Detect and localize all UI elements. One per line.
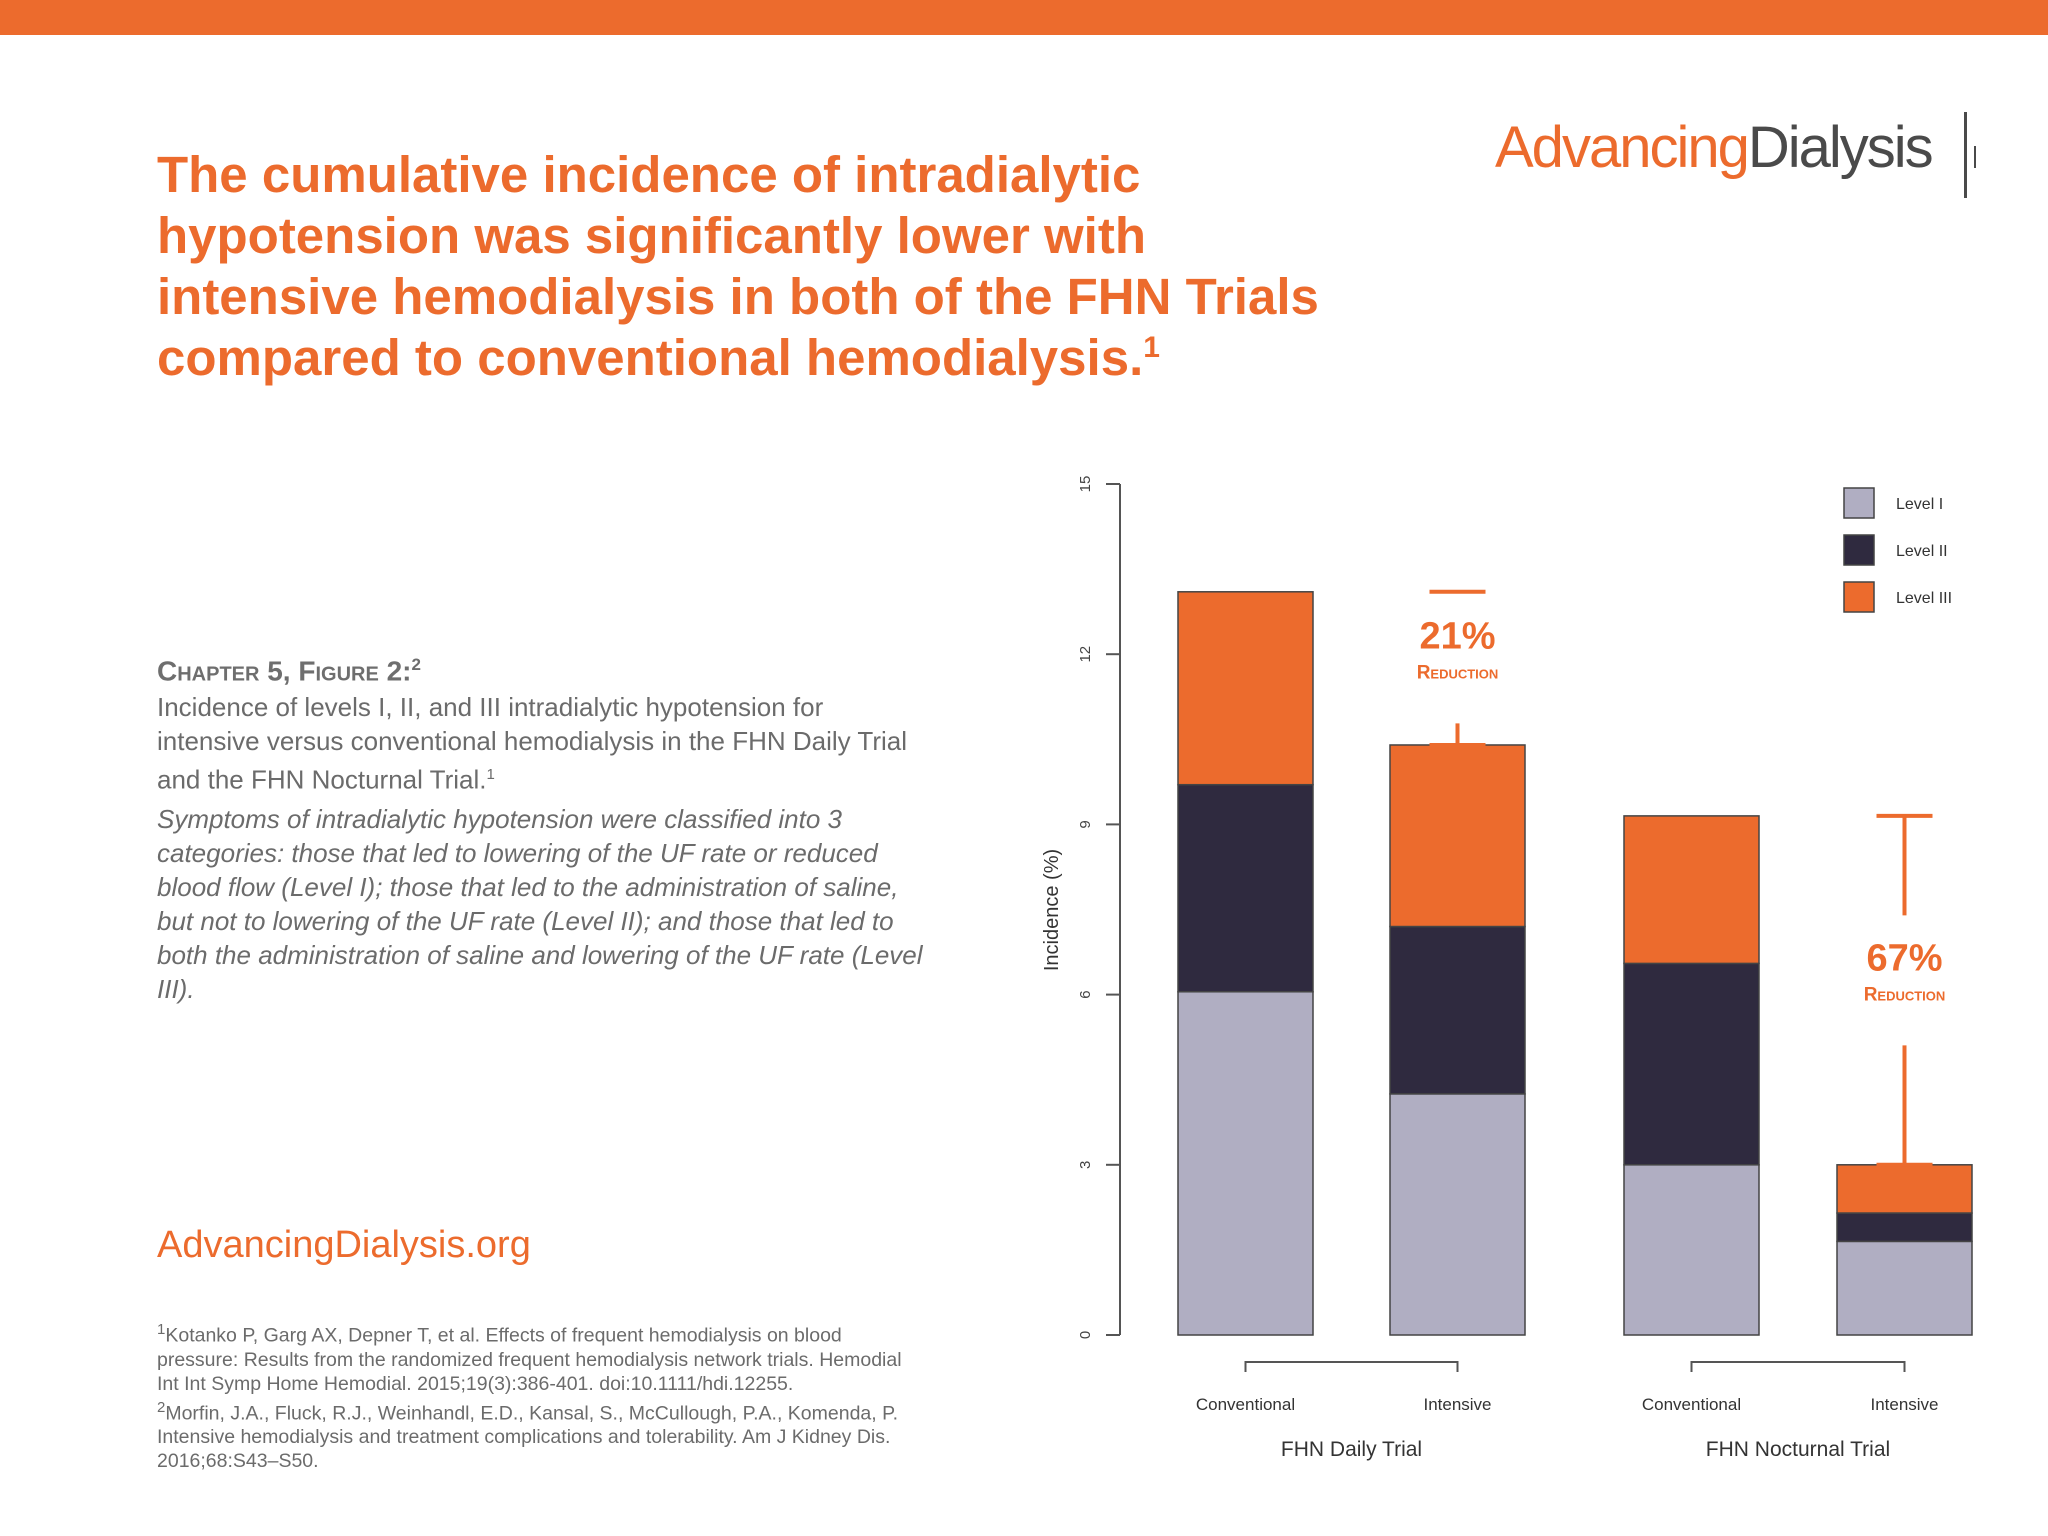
legend-label-3: Level III	[1896, 590, 1952, 607]
logo-bars-icon	[1960, 112, 1990, 198]
y-tick-label-12: 12	[1077, 646, 1094, 663]
bar-2-level-iii	[1389, 744, 1526, 928]
group-label-2: FHN Nocturnal Trial	[1706, 1438, 1890, 1461]
legend-label-2: Level II	[1896, 543, 1948, 560]
reduction-label-1: Reduction	[1417, 662, 1499, 683]
incidence-stacked-bar-chart: 0 3 6 9 12 15 Incidence (%) Conventional Intensi…	[1041, 476, 1973, 1461]
y-tick-label-6: 6	[1077, 990, 1094, 998]
bar-1-level-ii	[1177, 783, 1314, 993]
bar-4-level-ii	[1836, 1212, 1973, 1243]
reduction-value-2: 67%	[1866, 937, 1942, 979]
reference-2: 2Morfin, J.A., Fluck, R.J., Weinhandl, E…	[157, 1398, 899, 1473]
y-tick-label-3: 3	[1077, 1161, 1094, 1169]
x-tick-label-3: Conventional	[1642, 1395, 1741, 1414]
headline-footnote-ref: 1	[1143, 331, 1160, 364]
group-label-1: FHN Daily Trial	[1281, 1438, 1422, 1461]
top-accent-bar	[0, 0, 2048, 35]
bar-1-level-i	[1177, 991, 1314, 1336]
bar-1-level-iii	[1177, 591, 1314, 786]
advancing-dialysis-logo: AdvancingDialysis	[1495, 115, 1934, 180]
page-title: The cumulative incidence of intradialyti…	[157, 146, 1319, 386]
y-tick-label-9: 9	[1077, 820, 1094, 828]
legend-swatch-1	[1843, 487, 1875, 519]
reduction-label-2: Reduction	[1864, 984, 1946, 1005]
y-tick-label-15: 15	[1077, 476, 1094, 493]
references: 1Kotanko P, Garg AX, Depner T, et al. Ef…	[157, 1318, 917, 1473]
legend-swatch-3	[1843, 581, 1875, 613]
x-tick-label-2: Intensive	[1423, 1395, 1491, 1414]
bar-4-level-iii	[1836, 1164, 1973, 1214]
figure-label-ref: 2	[411, 655, 421, 674]
x-tick-label-4: Intensive	[1870, 1395, 1938, 1414]
figure-caption: Incidence of levels I, II, and III intra…	[157, 692, 907, 795]
x-tick-label-1: Conventional	[1196, 1395, 1295, 1414]
y-axis-label: Incidence (%)	[1041, 849, 1063, 971]
bar-3-level-i	[1623, 1164, 1760, 1336]
caption-ref: 1	[486, 766, 495, 783]
figure-note: Symptoms of intradialytic hypotension we…	[157, 804, 923, 1004]
legend-swatch-2	[1843, 534, 1875, 566]
bar-4-level-i	[1836, 1240, 1973, 1336]
bar-3-level-iii	[1623, 815, 1760, 965]
bar-2-level-i	[1389, 1093, 1526, 1336]
bar-2-level-ii	[1389, 925, 1526, 1095]
reduction-value-1: 21%	[1419, 615, 1495, 657]
figure-label: Chapter 5, Figure 2:2	[157, 655, 421, 687]
bar-3-level-ii	[1623, 962, 1760, 1166]
website-link[interactable]: AdvancingDialysis.org	[157, 1224, 531, 1266]
legend-label-1: Level I	[1896, 496, 1943, 513]
group-bracket-1	[1244, 1361, 1459, 1372]
reference-1: 1Kotanko P, Garg AX, Depner T, et al. Ef…	[157, 1321, 902, 1395]
y-tick-label-0: 0	[1077, 1331, 1094, 1339]
group-bracket-2	[1690, 1361, 1906, 1372]
